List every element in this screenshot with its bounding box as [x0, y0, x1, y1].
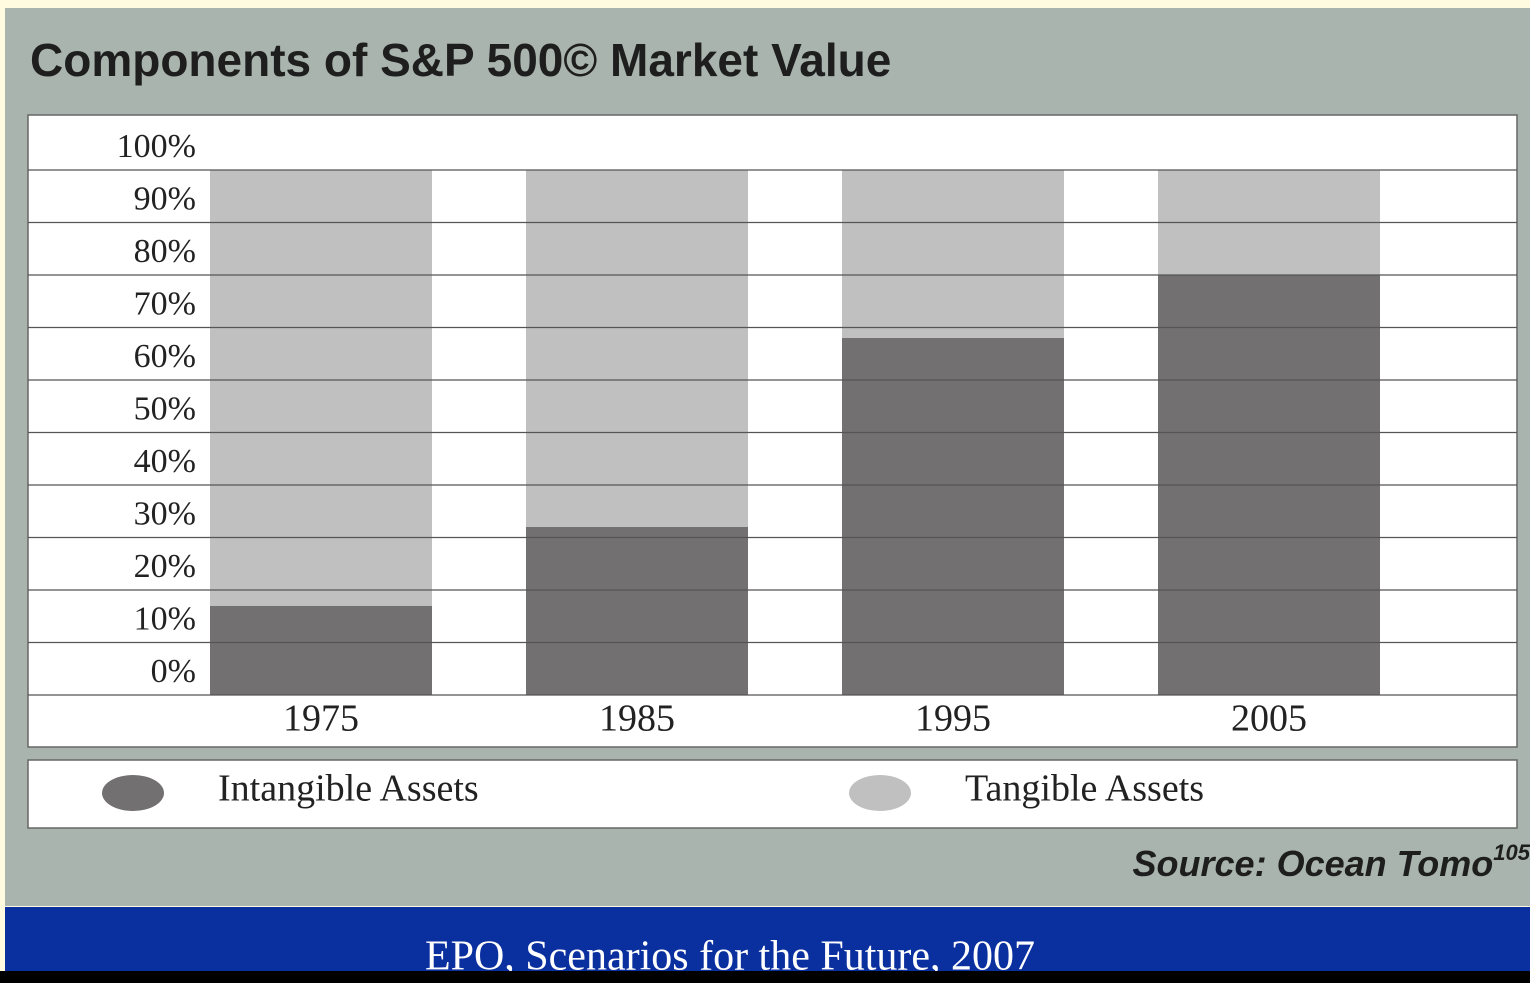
bar [210, 605, 432, 695]
bar [842, 170, 1064, 338]
y-tick-label: 0% [151, 653, 196, 690]
x-tick-label: 1995 [915, 698, 991, 740]
x-tick-label: 2005 [1231, 698, 1307, 740]
y-tick-label: 80% [134, 233, 196, 270]
y-tick-label: 60% [134, 338, 196, 375]
y-tick-label: 20% [134, 548, 196, 585]
bar [210, 170, 432, 606]
y-tick-label: 50% [134, 390, 196, 427]
legend [27, 759, 1518, 829]
legend-swatch [849, 775, 911, 811]
legend-swatch [102, 775, 164, 811]
footer-band [5, 907, 1530, 971]
legend-label: Intangible Assets [218, 768, 479, 810]
y-tick-label: 30% [134, 495, 196, 532]
y-tick-label: 90% [134, 180, 196, 217]
chart-title: Components of S&P 500© Market Value [30, 34, 891, 86]
bottom-strip [0, 971, 1530, 983]
y-tick-label: 40% [134, 443, 196, 480]
y-tick-label: 10% [134, 600, 196, 637]
bar [526, 527, 748, 695]
source-text: Source: Ocean Tomo [1133, 843, 1494, 884]
x-tick-label: 1985 [599, 698, 675, 740]
y-tick-label: 70% [134, 285, 196, 322]
bar [526, 170, 748, 527]
bar [842, 338, 1064, 695]
source-footnote: 105 [1493, 840, 1530, 865]
y-tick-label: 100% [117, 128, 196, 165]
legend-label: Tangible Assets [965, 768, 1204, 810]
source: Source: Ocean Tomo105 [1133, 840, 1530, 884]
x-tick-label: 1975 [283, 698, 359, 740]
